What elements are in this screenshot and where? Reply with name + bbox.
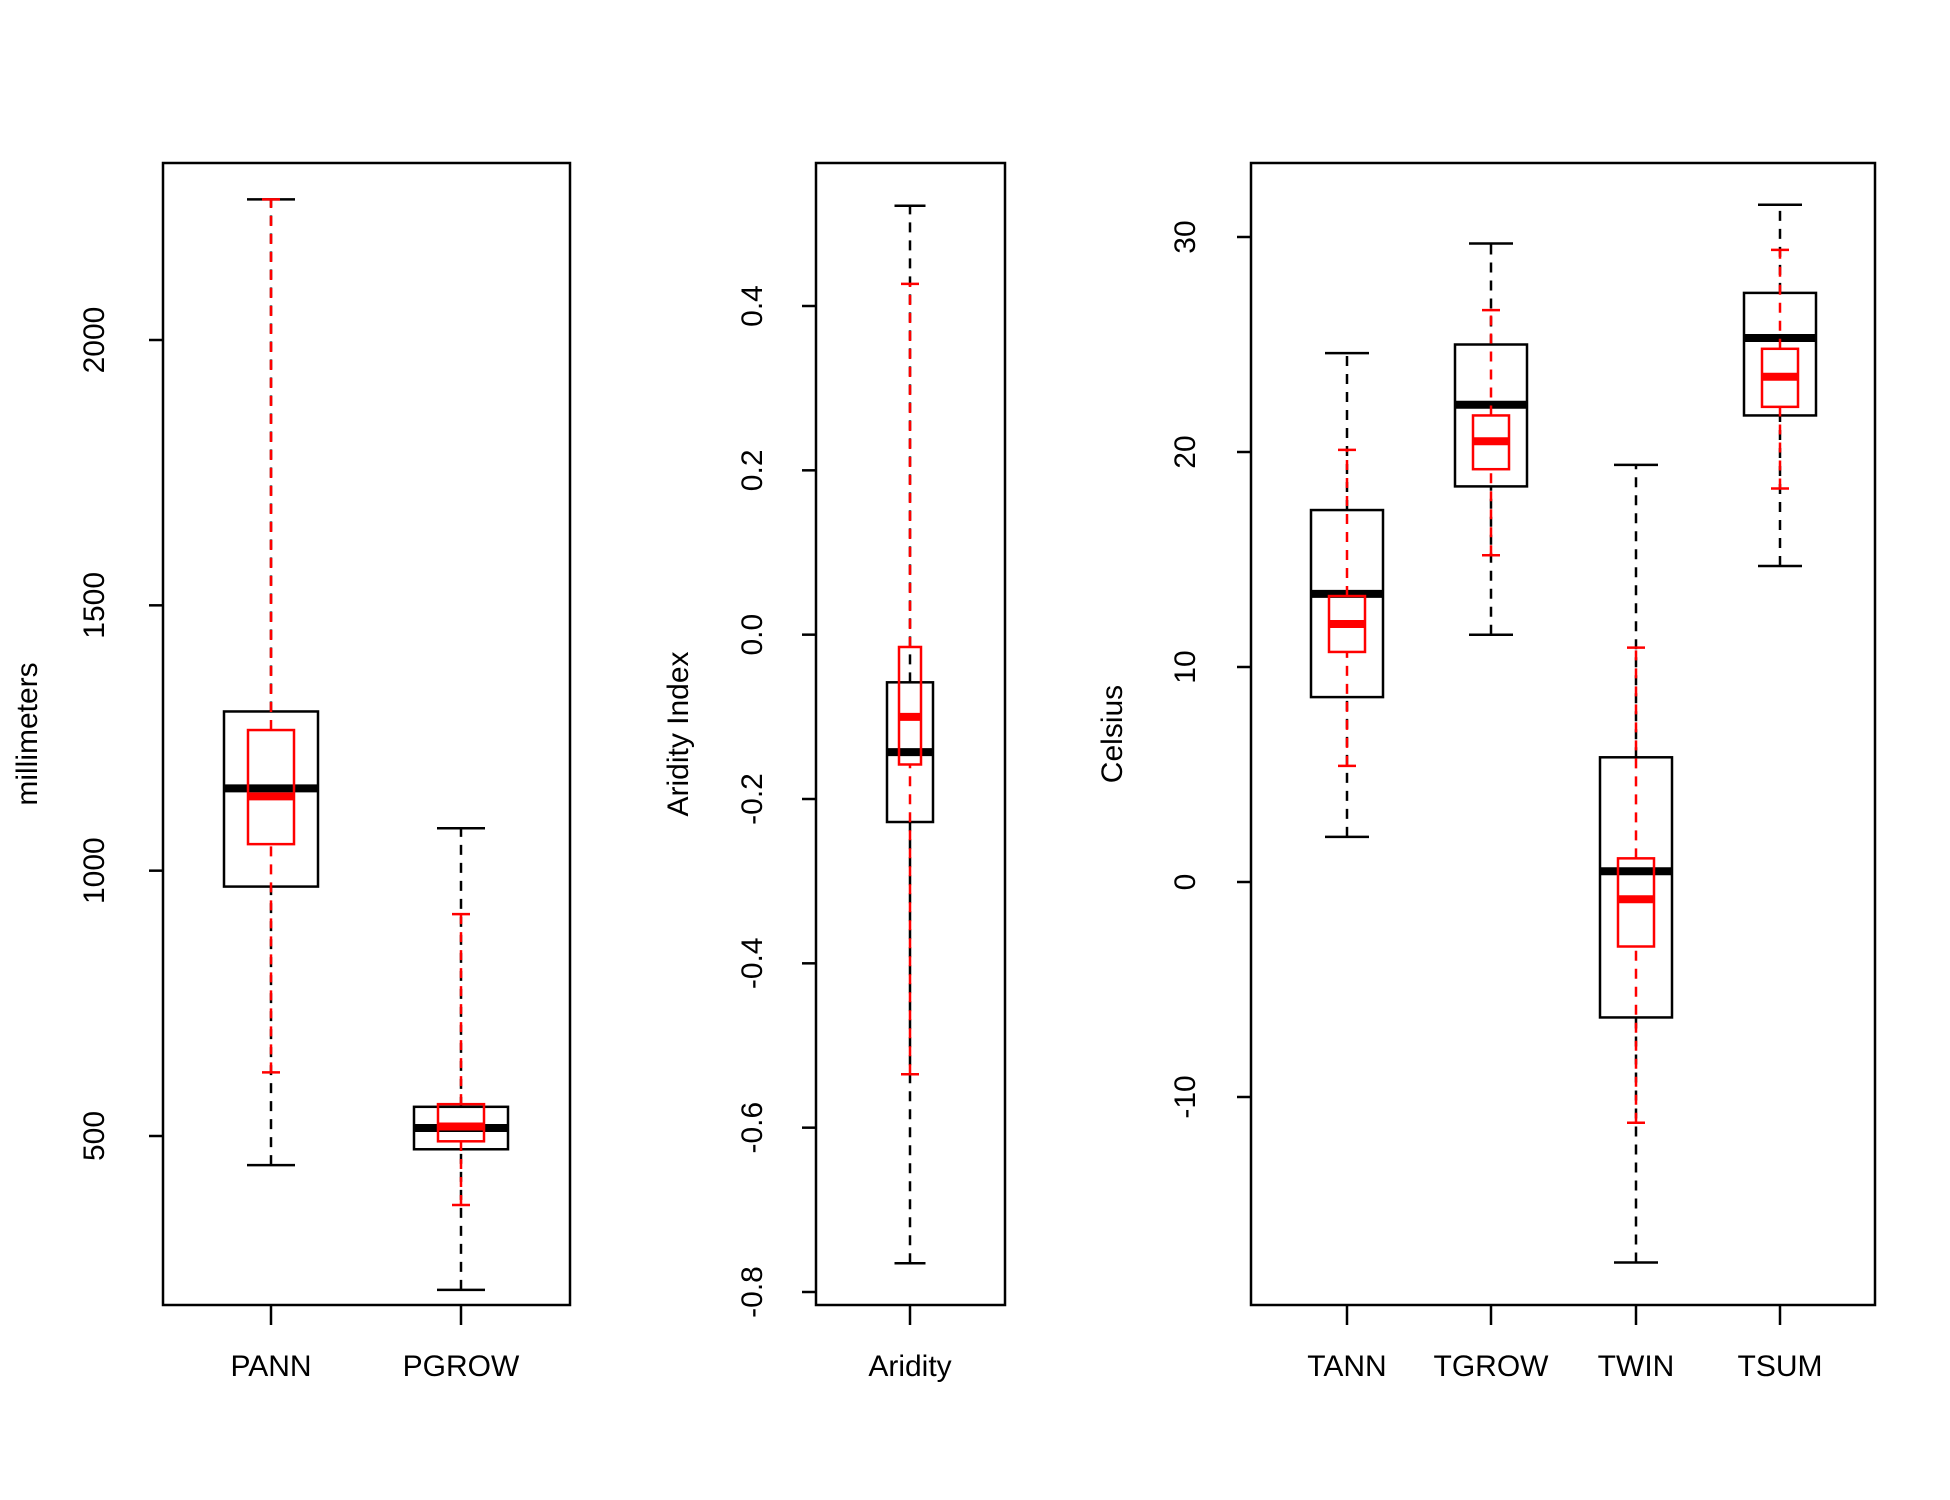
panel-temperature-xtick-label-3: TSUM (1738, 1350, 1823, 1383)
panel-aridity: -0.8-0.6-0.4-0.20.00.20.4 Aridity Index … (662, 161, 1007, 1383)
panel-temperature-xticks (1345, 1305, 1782, 1325)
panel-aridity-ytick-label-5: 0.2 (736, 449, 769, 491)
panel-aridity-ytick-label-3: -0.2 (736, 773, 769, 825)
panel-precipitation-ylabel: millimeters (11, 662, 44, 805)
panel-precipitation-marks (222, 198, 510, 1292)
panel-temperature-red-box-3 (1760, 248, 1800, 490)
panel-temperature-xtick-label-0: TANN (1307, 1350, 1386, 1383)
panel-precipitation-ytick-label-0: 500 (78, 1111, 111, 1161)
panel-aridity-ytick-label-2: -0.4 (736, 937, 769, 989)
panel-temperature-ytick-label-3: 20 (1169, 435, 1202, 468)
panel-temperature-ytick-label-4: 30 (1169, 220, 1202, 253)
panel-temperature-ytick-label-1: 0 (1169, 874, 1202, 891)
panel-temperature-red-box-0 (1327, 448, 1367, 768)
panel-precipitation-red-box-0 (246, 198, 296, 1074)
panel-aridity-ytick-label-6: 0.4 (736, 285, 769, 327)
panel-aridity-ytick-label-1: -0.6 (736, 1102, 769, 1154)
panel-temperature-xtick-label-1: TGROW (1434, 1350, 1550, 1383)
panel-temperature-ytick-label-0: -10 (1169, 1075, 1202, 1118)
panel-temperature-ylabel: Celsius (1096, 685, 1129, 783)
panel-aridity-ytick-label-0: -0.8 (736, 1266, 769, 1318)
panel-aridity-xtick-label-0: Aridity (868, 1350, 951, 1383)
panel-temperature-ytick-label-2: 10 (1169, 650, 1202, 683)
panel-temperature-red-box-1 (1471, 308, 1511, 557)
panel-precipitation-xtick-label-1: PGROW (403, 1350, 520, 1383)
panel-precipitation-ytick-label-2: 1500 (78, 572, 111, 639)
panel-aridity-ylabel: Aridity Index (662, 651, 695, 816)
panel-temperature-black-iqr-1 (1453, 343, 1529, 488)
panel-precipitation-ytick-label-1: 1000 (78, 837, 111, 904)
panel-aridity-red-box-0 (897, 282, 923, 1076)
panel-precipitation-red-iqr-0 (246, 728, 296, 846)
panel-aridity-red-iqr-0 (897, 645, 923, 766)
panel-precipitation-red-box-1 (436, 912, 486, 1207)
panel-temperature-black-box-2 (1598, 463, 1674, 1264)
panel-precipitation-xtick-label-0: PANN (230, 1350, 311, 1383)
panel-aridity-ytick-label-4: 0.0 (736, 614, 769, 656)
panel-precipitation: 500 1000 1500 2000 millimeters PANN PGROW (11, 161, 572, 1383)
panel-temperature-marks (1309, 203, 1818, 1264)
panel-precipitation-ytick-label-3: 2000 (78, 307, 111, 374)
panel-precipitation-xticks (269, 1305, 463, 1325)
panel-temperature: -10 0 10 20 30 Celsius TANN TGROW TWIN TSUM (1096, 161, 1877, 1383)
panel-precipitation-frame (161, 161, 572, 1307)
panel-temperature-black-iqr-2 (1598, 756, 1674, 1019)
panel-temperature-black-box-1 (1453, 242, 1529, 636)
panel-precipitation-yticks: 500 1000 1500 2000 (78, 307, 163, 1161)
panel-aridity-marks (885, 204, 935, 1265)
panel-temperature-red-box-2 (1616, 646, 1656, 1125)
panel-temperature-yticks: -10 0 10 20 30 (1169, 220, 1251, 1119)
panel-temperature-frame (1249, 161, 1877, 1307)
panel-aridity-yticks: -0.8 -0.6 -0.4 -0.2 0.0 0.2 0.4 (736, 285, 816, 1318)
panel-temperature-black-iqr-0 (1309, 508, 1385, 699)
panel-temperature-xtick-label-2: TWIN (1598, 1350, 1675, 1383)
